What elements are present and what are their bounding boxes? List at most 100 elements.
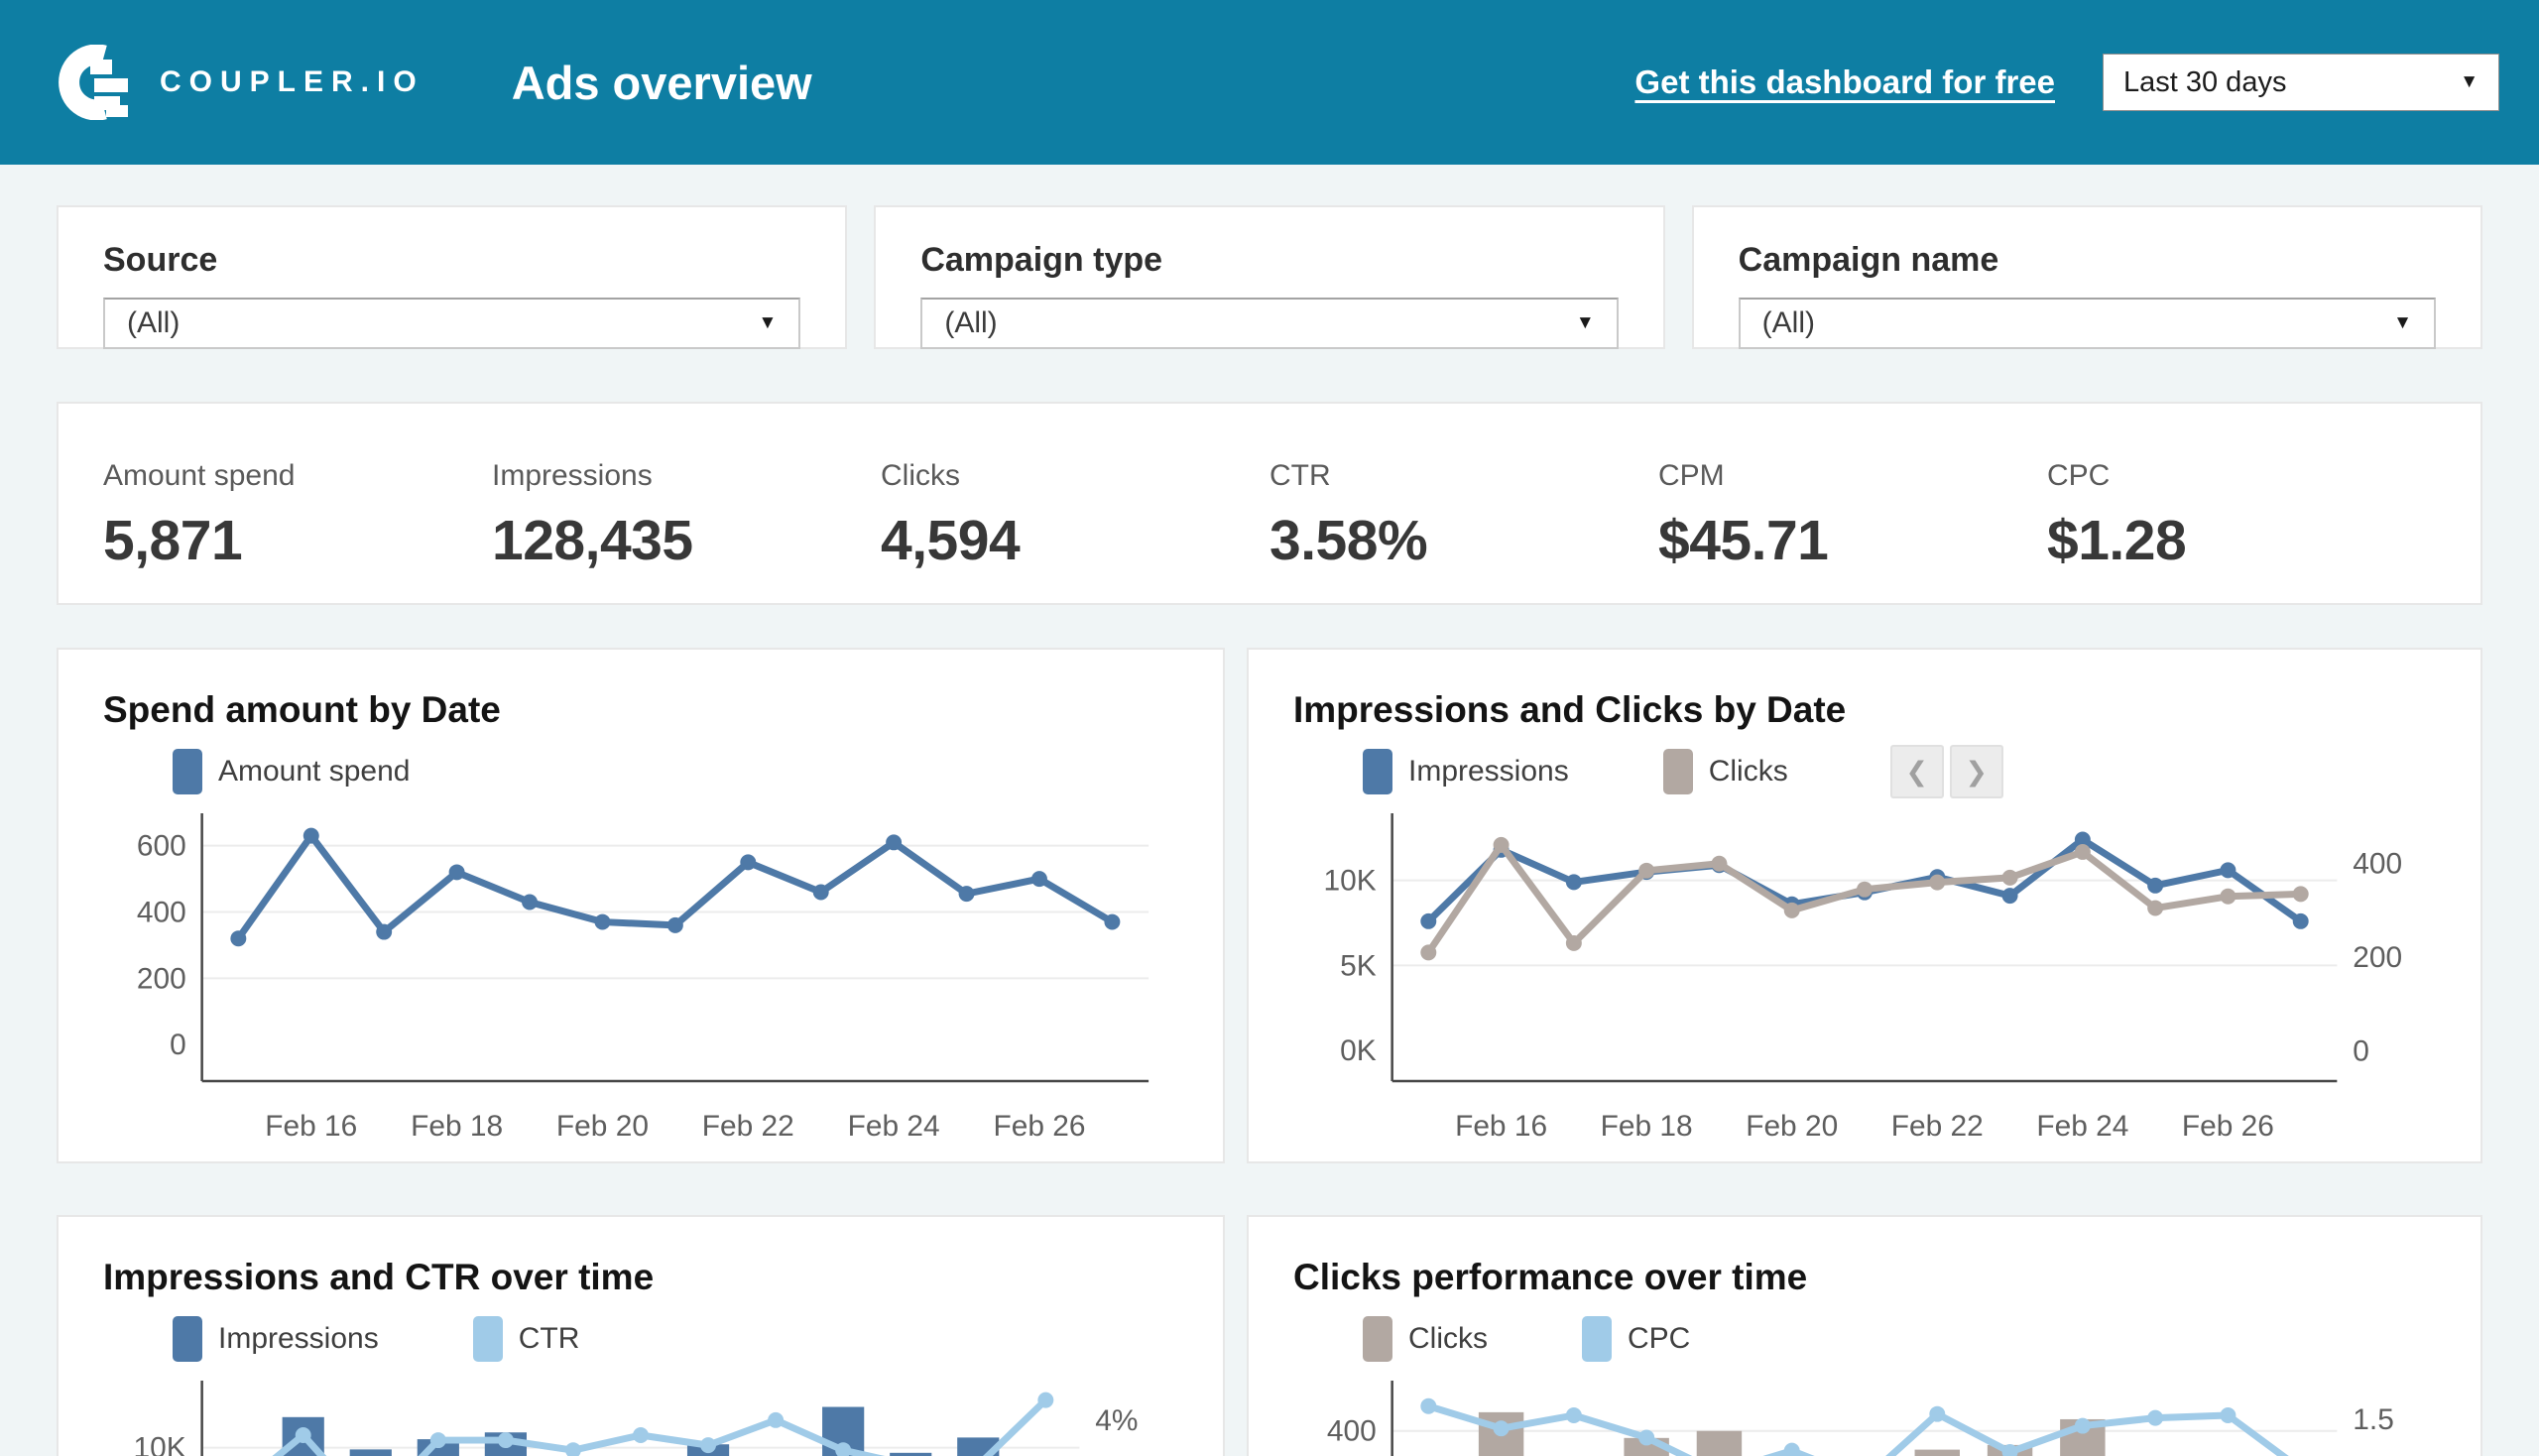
chart-legend: Amount spend xyxy=(173,749,504,794)
legend-label: Clicks xyxy=(1708,755,1788,788)
legend-item[interactable]: Clicks xyxy=(1662,749,1788,794)
svg-text:Feb 26: Feb 26 xyxy=(2182,1110,2274,1143)
legend-swatch xyxy=(1662,749,1693,794)
spend-by-date-chart[interactable]: 0 200 400 600 Feb 16 Feb 18 Feb 20 Feb 22 Feb 24… xyxy=(103,804,1178,1160)
pager-prev-button[interactable]: ❮ xyxy=(1889,745,1944,798)
legend-label: Amount spend xyxy=(218,755,411,788)
pager-next-button[interactable]: ❯ xyxy=(1949,745,2003,798)
filter-label: Campaign type xyxy=(920,241,1163,279)
filter-card-campaign-name: Campaign name (All) ▼ xyxy=(1691,205,2482,349)
kpi-clicks: Clicks 4,594 xyxy=(881,459,1270,603)
svg-text:Feb 20: Feb 20 xyxy=(556,1110,649,1143)
kpi-label: Amount spend xyxy=(103,459,296,492)
chevron-right-icon: ❯ xyxy=(1965,756,1989,787)
date-range-dropdown[interactable]: Last 30 days ▼ xyxy=(2103,54,2499,111)
kpi-cpc: CPC $1.28 xyxy=(2047,459,2436,603)
svg-text:0: 0 xyxy=(2353,1034,2369,1067)
campaign-type-dropdown[interactable]: (All) ▼ xyxy=(920,298,1619,349)
svg-text:200: 200 xyxy=(2353,941,2402,974)
impressions-clicks-chart[interactable]: 0K 5K 10K 0 200 400 Feb 16 Feb 18 Feb 20 Feb 22 Fe… xyxy=(1293,804,2436,1160)
legend-label: Clicks xyxy=(1408,1322,1488,1355)
svg-text:200: 200 xyxy=(137,962,186,995)
legend-item[interactable]: Impressions xyxy=(1363,749,1569,794)
chart-title: Impressions and Clicks by Date xyxy=(1293,689,1847,730)
coupler-logo-icon xyxy=(59,45,128,120)
kpi-value: 4,594 xyxy=(881,509,1021,572)
dashboard-body: Source (All) ▼ Campaign type (All) ▼ Cam… xyxy=(0,165,2539,1456)
chart-legend: Impressions CTR xyxy=(173,1316,673,1362)
legend-swatch xyxy=(1363,1316,1392,1362)
svg-text:Feb 18: Feb 18 xyxy=(1601,1110,1693,1143)
chart-card-impressions-clicks: Impressions and Clicks by Date Impressio… xyxy=(1247,648,2482,1163)
legend-swatch xyxy=(472,1316,503,1362)
chart-legend: Impressions Clicks xyxy=(1363,749,1882,794)
svg-text:400: 400 xyxy=(2353,848,2402,881)
svg-text:400: 400 xyxy=(137,896,186,928)
svg-text:Feb 26: Feb 26 xyxy=(993,1110,1085,1143)
legend-swatch xyxy=(1363,749,1392,794)
source-dropdown-value: (All) xyxy=(127,306,181,339)
svg-text:Feb 20: Feb 20 xyxy=(1746,1110,1838,1143)
page-title: Ads overview xyxy=(511,56,812,109)
source-dropdown[interactable]: (All) ▼ xyxy=(103,298,801,349)
legend-item[interactable]: CTR xyxy=(472,1316,580,1362)
legend-label: Impressions xyxy=(1408,755,1569,788)
kpi-label: CPC xyxy=(2047,459,2111,492)
svg-text:Feb 16: Feb 16 xyxy=(1455,1110,1547,1143)
legend-swatch xyxy=(173,749,202,794)
svg-text:Feb 22: Feb 22 xyxy=(1891,1110,1984,1143)
svg-text:Feb 18: Feb 18 xyxy=(411,1110,503,1143)
svg-text:0K: 0K xyxy=(1340,1034,1377,1067)
brand-name: COUPLER.IO xyxy=(160,65,424,98)
caret-down-icon: ▼ xyxy=(2393,312,2412,333)
legend-swatch xyxy=(1582,1316,1612,1362)
chart-title: Spend amount by Date xyxy=(103,689,501,730)
caret-down-icon: ▼ xyxy=(758,312,778,333)
legend-item[interactable]: Clicks xyxy=(1363,1316,1488,1362)
kpi-value: $45.71 xyxy=(1658,509,1829,572)
kpi-label: Clicks xyxy=(881,459,960,492)
campaign-name-dropdown-value: (All) xyxy=(1761,306,1815,339)
legend-item[interactable]: Amount spend xyxy=(173,749,410,794)
campaign-type-dropdown-value: (All) xyxy=(944,306,998,339)
chart-title: Clicks performance over time xyxy=(1293,1257,1808,1297)
kpi-label: CTR xyxy=(1270,459,1331,492)
chart-legend: Clicks CPC xyxy=(1363,1316,1784,1362)
legend-item[interactable]: Impressions xyxy=(173,1316,379,1362)
legend-swatch xyxy=(173,1316,202,1362)
legend-pager: ❮ ❯ xyxy=(1889,745,2003,798)
svg-text:10K: 10K xyxy=(1324,865,1377,898)
kpi-summary-card: Amount spend 5,871 Impressions 128,435 C… xyxy=(57,402,2482,605)
kpi-amount-spend: Amount spend 5,871 xyxy=(103,459,492,603)
chart-card-spend-by-date: Spend amount by Date Amount spend 0 200 40… xyxy=(57,648,1225,1163)
kpi-value: $1.28 xyxy=(2047,509,2187,572)
svg-text:1.5: 1.5 xyxy=(2353,1403,2394,1436)
filter-label: Source xyxy=(103,241,218,279)
svg-text:Feb 24: Feb 24 xyxy=(848,1110,940,1143)
chart-card-impressions-ctr: Impressions and CTR over time Impression… xyxy=(57,1215,1225,1456)
kpi-label: Impressions xyxy=(492,459,653,492)
kpi-cpm: CPM $45.71 xyxy=(1658,459,2047,603)
svg-text:600: 600 xyxy=(137,830,186,863)
filter-card-source: Source (All) ▼ xyxy=(57,205,848,349)
svg-text:400: 400 xyxy=(1327,1415,1377,1448)
caret-down-icon: ▼ xyxy=(1575,312,1595,333)
get-dashboard-link[interactable]: Get this dashboard for free xyxy=(1634,63,2055,100)
filter-card-campaign-type: Campaign type (All) ▼ xyxy=(874,205,1665,349)
kpi-value: 3.58% xyxy=(1270,509,1428,572)
chevron-left-icon: ❮ xyxy=(1905,756,1929,787)
svg-text:Feb 22: Feb 22 xyxy=(702,1110,794,1143)
svg-text:0: 0 xyxy=(170,1029,186,1061)
chart-card-clicks-performance: Clicks performance over time Clicks CPC 0… xyxy=(1247,1215,2482,1456)
svg-text:Feb 24: Feb 24 xyxy=(2036,1110,2128,1143)
kpi-value: 5,871 xyxy=(103,509,243,572)
kpi-value: 128,435 xyxy=(492,509,693,572)
svg-text:10K: 10K xyxy=(134,1432,186,1456)
legend-item[interactable]: CPC xyxy=(1582,1316,1690,1362)
kpi-ctr: CTR 3.58% xyxy=(1270,459,1658,603)
kpi-impressions: Impressions 128,435 xyxy=(492,459,881,603)
legend-label: CTR xyxy=(518,1322,580,1355)
campaign-name-dropdown[interactable]: (All) ▼ xyxy=(1738,298,2436,349)
